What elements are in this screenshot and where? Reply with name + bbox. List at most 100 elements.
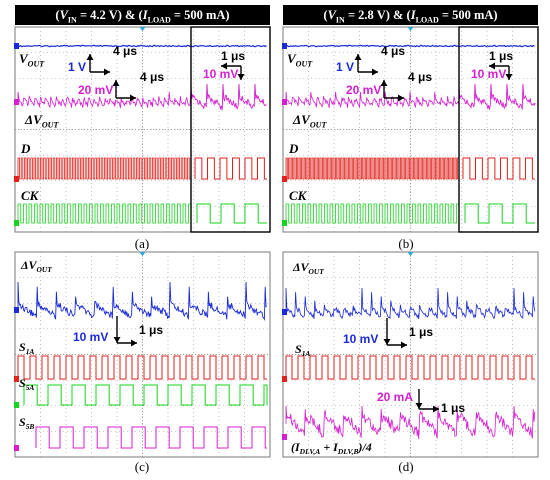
scale-20mv-a: 20 mV <box>78 83 113 97</box>
panel-a-caption: (a) <box>134 236 150 251</box>
label-s5b-c: S5B <box>19 415 34 431</box>
channel-marker <box>14 376 19 382</box>
channel-marker <box>282 376 287 382</box>
label-dvout-c: ΔVOUT <box>20 258 52 274</box>
zoom-box-a <box>190 26 271 233</box>
label-dvout-d: ΔVOUT <box>292 260 324 276</box>
panel-b-header: (VIN = 2.8 V) & (ILOAD = 500 mA) <box>283 5 538 25</box>
trigger-marker <box>139 27 146 31</box>
ck-trace-b <box>285 203 460 224</box>
dvout-trace-b <box>285 91 460 109</box>
channel-marker <box>282 309 287 315</box>
label-d-a: D <box>20 141 31 156</box>
label-vout-b: VOUT <box>287 51 313 68</box>
label-ck-a: CK <box>21 188 40 203</box>
scale-mark-1-b-h-head <box>372 68 378 76</box>
zoom-arrow-v-b-head <box>505 74 513 80</box>
s1a-trace-c <box>17 355 267 380</box>
s5a-trace-c <box>23 384 268 406</box>
scale-1us-b: 1 μs <box>489 49 513 63</box>
label-ck-b: CK <box>289 188 308 203</box>
panel-b-caption: (b) <box>398 236 414 251</box>
ck-trace-a <box>17 203 192 224</box>
scale-mark-2-b-h-head <box>398 94 404 102</box>
channel-marker <box>14 402 19 408</box>
s1a-trace-d <box>285 355 535 380</box>
d-trace-b <box>285 157 460 180</box>
scale-1us-d1: 1 μs <box>409 325 433 339</box>
scale-4us-2-b: 4 μs <box>408 70 432 84</box>
trigger-marker <box>407 27 414 31</box>
scale-mark-d1-h-head <box>401 341 407 349</box>
scale-mark-2-a-v-head <box>112 80 120 86</box>
label-s1a-d: S1A <box>295 342 310 358</box>
d-trace-a <box>17 157 192 180</box>
d-zoom-trace-b <box>462 157 535 180</box>
channel-marker <box>282 43 287 49</box>
scale-mark-1-b-v-head <box>354 54 362 60</box>
ck-zoom-trace-a <box>196 203 267 224</box>
zoom-arrow-v-a-head <box>237 74 245 80</box>
zoom-arrow-h-a-head <box>221 62 227 70</box>
channel-marker <box>14 176 19 182</box>
channel-marker <box>14 220 19 226</box>
channel-marker <box>14 43 19 49</box>
dvout-trace-c <box>17 281 268 322</box>
scale-1us-d2: 1 μs <box>441 401 465 415</box>
s5b-trace-c <box>35 426 267 449</box>
scale-10mv-b: 10 mV <box>471 67 506 81</box>
dvout-zoom-trace-a <box>190 83 267 111</box>
label-dvout-b: ΔVOUT <box>292 112 327 129</box>
channel-marker <box>282 220 287 226</box>
scale-4us-2-a: 4 μs <box>140 70 164 84</box>
scale-mark-1-a-h-head <box>104 68 110 76</box>
scale-mark-2-a-h-head <box>130 94 136 102</box>
panel-c-caption: (c) <box>134 459 150 474</box>
idlv-trace-d <box>285 405 536 440</box>
scale-1v-b: 1 V <box>336 60 354 74</box>
scale-mark-c-h-head <box>131 339 137 347</box>
vout-trace-b <box>285 44 535 48</box>
panel-d-caption: (d) <box>398 459 414 474</box>
scale-20ma-d: 20 mA <box>377 390 413 404</box>
dvout-trace-a <box>17 91 192 109</box>
scale-mark-1-a-v-head <box>86 54 94 60</box>
label-vout-a: VOUT <box>19 51 45 68</box>
channel-marker <box>282 176 287 182</box>
label-d-b: D <box>288 141 299 156</box>
zoom-arrow-h-b-head <box>489 62 495 70</box>
label-s1a-c: S1A <box>19 340 34 356</box>
channel-marker <box>282 99 287 105</box>
scale-mark-d2-h-head <box>433 405 439 413</box>
scale-4us-1-b: 4 μs <box>381 44 405 58</box>
scale-20mv-b: 20 mV <box>346 83 381 97</box>
channel-marker <box>14 307 19 313</box>
label-s5a-c: S5A <box>19 376 34 392</box>
scale-10mv-a: 10 mV <box>203 67 238 81</box>
ck-zoom-trace-b <box>464 203 535 224</box>
dvout-trace-d <box>285 287 536 320</box>
channel-marker <box>282 434 287 440</box>
scale-10mv-d: 10 mV <box>343 332 378 346</box>
channel-marker <box>14 445 19 451</box>
vout-trace-a <box>17 44 267 48</box>
dvout-zoom-trace-b <box>458 83 536 110</box>
panel-a-header: (VIN = 4.2 V) & (ILOAD = 500 mA) <box>15 5 270 25</box>
trigger-marker <box>139 252 146 256</box>
scale-mark-d1-v-head <box>383 339 391 345</box>
scale-mark-d2-v-head <box>415 403 423 409</box>
d-zoom-trace-a <box>194 157 267 180</box>
scale-1us-a: 1 μs <box>221 49 245 63</box>
label-dvout-a: ΔVOUT <box>24 112 59 129</box>
scale-1us-c: 1 μs <box>139 323 163 337</box>
scale-4us-1-a: 4 μs <box>113 44 137 58</box>
scale-mark-c-v-head <box>113 337 121 343</box>
scale-mark-2-b-v-head <box>380 80 388 86</box>
label-idlv-d: (IDLV,A + IDLV,B)/4 <box>291 440 372 456</box>
zoom-box-b <box>458 26 539 233</box>
trigger-marker <box>407 252 414 256</box>
channel-marker <box>14 99 19 105</box>
scale-10mv-c: 10 mV <box>73 330 108 344</box>
scale-1v-a: 1 V <box>68 60 86 74</box>
